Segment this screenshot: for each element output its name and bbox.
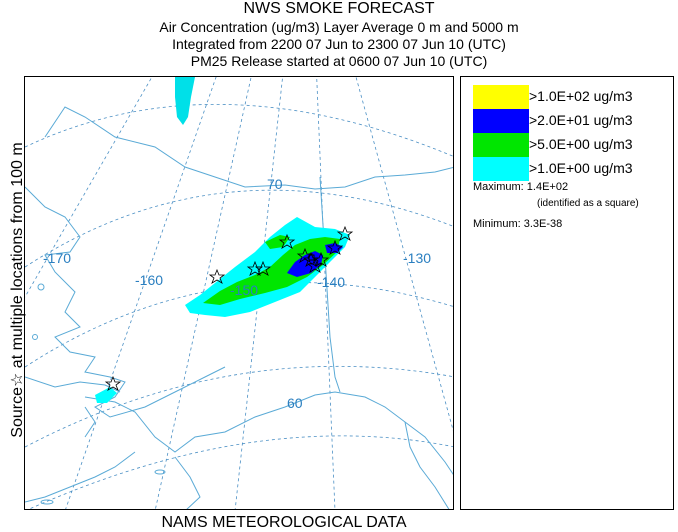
source-star [208, 268, 226, 284]
legend-swatch [473, 85, 529, 109]
legend-item: >1.0E+00 ug/m3 [473, 157, 663, 181]
legend-swatch [473, 109, 529, 133]
legend-label: >2.0E+01 ug/m3 [529, 112, 633, 128]
lon-label-170: -170 [43, 250, 71, 266]
lon-label-130: -130 [403, 250, 431, 266]
source-star [336, 225, 354, 241]
legend-swatch [473, 157, 529, 181]
smoke-level-2-patch [265, 235, 290, 249]
minimum-stat: Minimum: 3.3E-38 [473, 218, 562, 230]
graticule-labels: -170 -160 -150 -140 -130 70 60 [43, 176, 431, 411]
maximum-label: Maximum: [473, 181, 524, 193]
minimum-value: 3.3E-38 [523, 218, 563, 230]
maximum-note: (identified as a square) [537, 198, 639, 209]
legend-item: >5.0E+00 ug/m3 [473, 133, 663, 157]
lat-label-60: 60 [287, 395, 303, 411]
subtitle-concentration: Air Concentration (ug/m3) Layer Average … [159, 19, 519, 35]
legend-panel: >1.0E+02 ug/m3 >2.0E+01 ug/m3 >5.0E+00 u… [460, 76, 674, 510]
page-title: NWS SMOKE FORECAST [243, 0, 435, 17]
maximum-value: 1.4E+02 [526, 181, 569, 193]
source-star [326, 239, 344, 255]
lon-label-140: -140 [317, 274, 345, 290]
alaska-map: -170 -160 -150 -140 -130 70 60 [25, 77, 453, 509]
maximum-stat: Maximum: 1.4E+02 [473, 181, 568, 193]
smoke-plume-southwest [95, 387, 117, 403]
subtitle-integration: Integrated from 2200 07 Jun to 2300 07 J… [172, 36, 506, 52]
met-data-label: NAMS METEOROLOGICAL DATA [161, 514, 407, 531]
source-star [254, 260, 272, 276]
legend-item: >1.0E+02 ug/m3 [473, 85, 663, 109]
source-stars [104, 225, 354, 391]
source-star [278, 233, 296, 249]
islands [32, 283, 166, 505]
longitude-graticule [25, 77, 453, 509]
lon-label-150: -150 [230, 282, 258, 298]
lon-label-160: -160 [135, 272, 163, 288]
legend-swatch [473, 133, 529, 157]
smoke-plume-north [175, 77, 195, 125]
subtitle-release: PM25 Release started at 0600 07 Jun 10 (… [190, 53, 488, 69]
legend-item: >2.0E+01 ug/m3 [473, 109, 663, 133]
lat-label-70: 70 [267, 176, 283, 192]
legend-label: >1.0E+00 ug/m3 [529, 160, 633, 176]
coastline [25, 106, 453, 509]
smoke-level-2 [203, 237, 340, 305]
map-frame: -170 -160 -150 -140 -130 70 60 [24, 76, 454, 510]
source-star [306, 257, 324, 273]
minimum-label: Minimum: [473, 218, 521, 230]
source-star [104, 375, 122, 391]
legend-label: >5.0E+00 ug/m3 [529, 136, 633, 152]
legend-label: >1.0E+02 ug/m3 [529, 88, 633, 104]
source-star [312, 251, 330, 267]
